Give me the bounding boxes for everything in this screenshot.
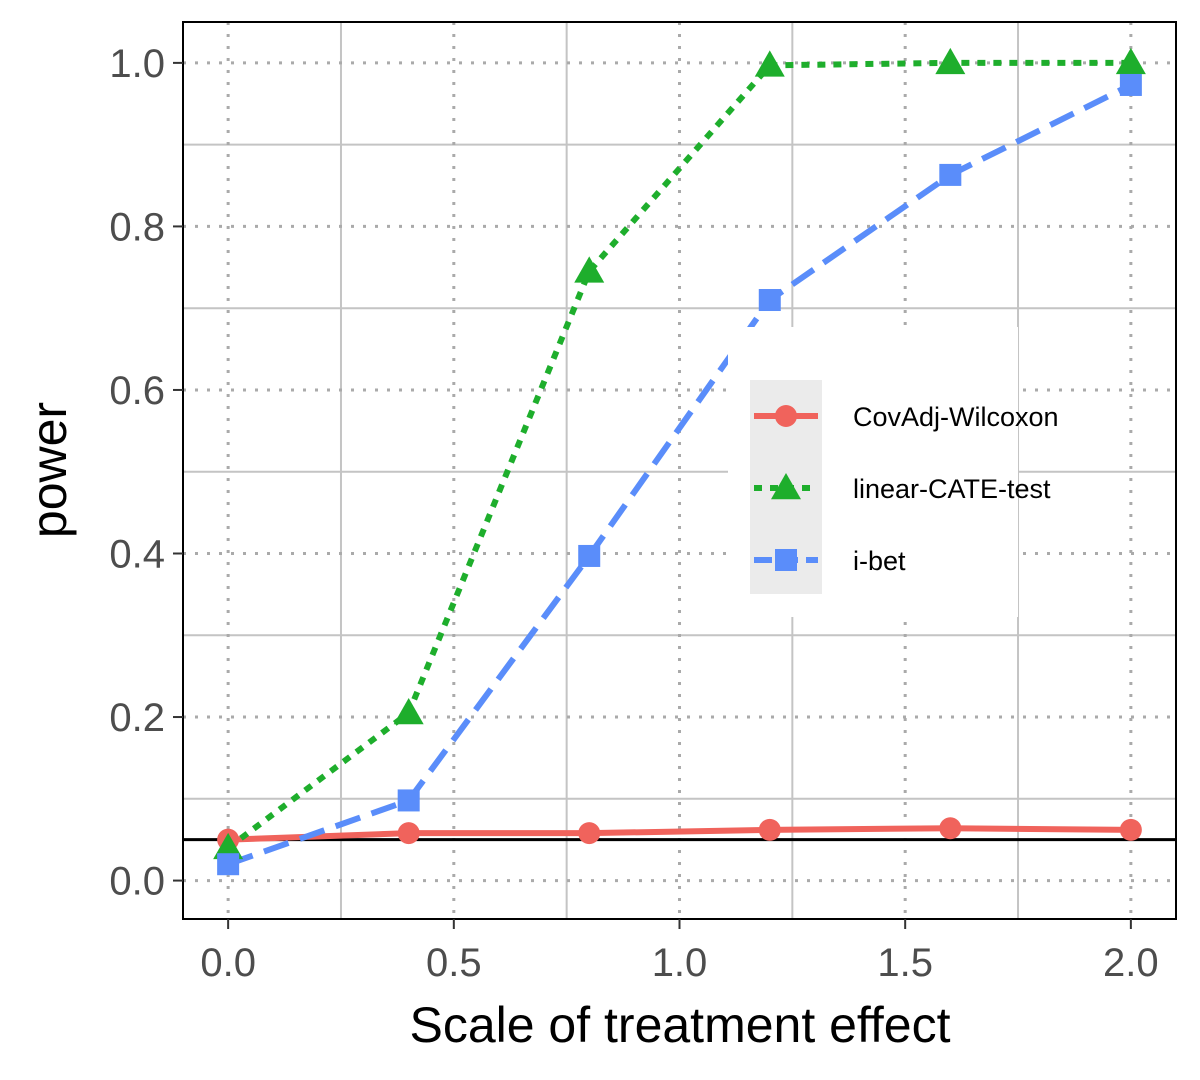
data-point-i-bet: [578, 544, 601, 567]
data-point-covadj-wilcoxon: [1119, 818, 1142, 841]
legend-marker-linear-cate-test: [771, 473, 801, 500]
data-point-i-bet: [1119, 73, 1142, 96]
y-tick-label: 0.8: [109, 205, 165, 249]
data-point-covadj-wilcoxon: [939, 817, 962, 840]
y-tick-label: 0.6: [109, 369, 165, 413]
data-point-linear-cate-test: [754, 50, 785, 77]
x-tick-label: 2.0: [1103, 941, 1159, 985]
legend-label-covadj-wilcoxon: CovAdj-Wilcoxon: [853, 402, 1059, 432]
series-line-linear-cate-test: [226, 59, 1131, 851]
legend: CovAdj-Wilcoxon linear-CATE-test i-bet: [728, 327, 1059, 617]
legend-label-linear-cate-test: linear-CATE-test: [853, 474, 1051, 504]
data-point-linear-cate-test: [213, 832, 244, 860]
data-point-linear-cate-test: [1115, 47, 1146, 75]
series-line-i-bet: [227, 82, 1133, 868]
y-tick-label: 0.2: [109, 696, 165, 740]
y-axis-title: power: [21, 402, 77, 538]
legend-label-i-bet: i-bet: [853, 546, 906, 576]
series-line-covadj-wilcoxon: [228, 825, 1131, 843]
legend-marker-i-bet: [775, 549, 797, 571]
data-point-linear-cate-test: [935, 47, 966, 75]
data-point-covadj-wilcoxon: [758, 818, 781, 841]
series-lines: [226, 59, 1133, 868]
y-tick-label: 0.4: [109, 532, 165, 576]
y-axis: 0.0 0.2 0.4 0.6 0.8 1.0: [109, 42, 183, 904]
data-point-linear-cate-test: [574, 256, 605, 283]
x-axis: 0.0 0.5 1.0 1.5 2.0: [200, 919, 1159, 985]
data-point-i-bet: [217, 853, 240, 876]
data-point-i-bet: [758, 289, 781, 312]
data-point-covadj-wilcoxon: [397, 822, 420, 845]
data-point-i-bet: [397, 789, 420, 812]
data-point-linear-cate-test: [393, 697, 424, 725]
x-tick-label: 0.0: [200, 941, 256, 985]
y-tick-label: 0.0: [109, 860, 165, 904]
data-point-covadj-wilcoxon: [578, 822, 601, 845]
y-tick-label: 1.0: [109, 42, 165, 86]
legend-marker-covadj-wilcoxon: [775, 405, 797, 427]
x-tick-label: 1.5: [877, 941, 933, 985]
x-tick-label: 1.0: [652, 941, 708, 985]
data-point-i-bet: [939, 163, 962, 186]
x-axis-title: Scale of treatment effect: [409, 997, 950, 1053]
x-tick-label: 0.5: [426, 941, 482, 985]
series-markers: [213, 47, 1146, 876]
